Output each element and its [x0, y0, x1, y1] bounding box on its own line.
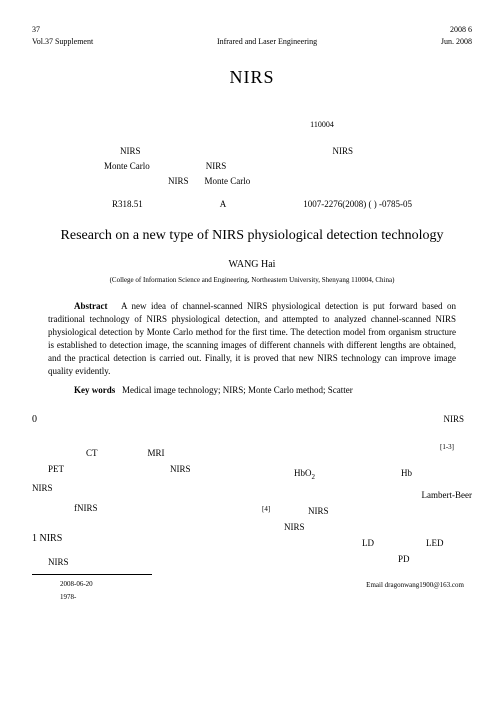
tok-pet: PET [48, 461, 64, 477]
tok-nirs-3: NIRS [48, 554, 69, 570]
journal-name: Infrared and Laser Engineering [93, 36, 441, 47]
keywords-row: Key words Medical image technology; NIRS… [48, 384, 456, 397]
abstract-english: Abstract A new idea of channel-scanned N… [48, 300, 456, 378]
class-code: R318.51 [112, 198, 143, 211]
keywords-text: Medical image technology; NIRS; Monte Ca… [122, 385, 353, 395]
tok-ct: CT [86, 445, 98, 461]
date-bottom: Jun. 2008 [441, 36, 472, 47]
tok-nirs-r1: NIRS [443, 411, 464, 427]
header-line-2: Vol.37 Supplement Infrared and Laser Eng… [32, 36, 472, 47]
tok-pd: PD [398, 551, 410, 567]
footer-email: Email dragonwang1900@163.com [262, 579, 472, 592]
cite-1-3: [1-3] [440, 441, 454, 454]
abs-ch-t2b: NIRS [206, 159, 227, 174]
keywords-label: Key words [74, 385, 115, 395]
tok-nirs-r3: NIRS [284, 519, 305, 535]
header-line-1: 37 2008 6 [32, 24, 472, 35]
section-0: 0 [32, 411, 242, 429]
cite-4: [4] [262, 503, 290, 519]
title-english: Research on a new type of NIRS physiolog… [32, 226, 472, 246]
abstract-label: Abstract [74, 301, 108, 311]
body-columns: 0 CT MRI PET NIRS NIRS fNIRS 1 NIRS NIRS [32, 411, 472, 604]
right-column: NIRS [1-3] HbO2 Hb Lambert-Beer [4] NIRS… [262, 411, 472, 604]
title-chinese: NIRS [32, 65, 472, 90]
tok-hb: Hb [401, 465, 412, 483]
abstract-chinese: NIRS NIRS Monte Carlo NIRS NIRS Monte Ca… [48, 144, 456, 190]
footer-date: 2008-06-20 [60, 578, 242, 591]
tok-led: LED [426, 535, 444, 551]
affil-chinese: 110004 [32, 119, 472, 130]
tok-hbo2: HbO2 [294, 465, 315, 483]
section-1: 1 NIRS [32, 530, 242, 548]
abstract-text: A new idea of channel-scanned NIRS physi… [48, 301, 456, 376]
article-id: 1007-2276(2008) ( ) -0785-05 [303, 198, 412, 211]
tok-nirs-2: NIRS [32, 480, 53, 496]
footer-rule [32, 574, 152, 575]
author-english: WANG Hai [32, 258, 472, 272]
tok-fnirs: fNIRS [74, 500, 98, 516]
tok-nirs-1: NIRS [170, 461, 191, 477]
tok-ld: LD [362, 535, 374, 551]
left-column: 0 CT MRI PET NIRS NIRS fNIRS 1 NIRS NIRS [32, 411, 242, 604]
footer-year: 1978- [60, 591, 242, 604]
date-top: 2008 6 [450, 24, 472, 35]
tok-lambert: Lambert-Beer [422, 487, 472, 503]
abs-ch-t3a: NIRS [168, 174, 189, 189]
tok-mri: MRI [148, 445, 165, 461]
abs-ch-t1b: NIRS [333, 144, 354, 159]
abs-ch-t1a: NIRS [120, 144, 141, 159]
vol-num: 37 [32, 24, 40, 35]
abs-ch-t3b: Monte Carlo [205, 174, 251, 189]
classification-row: R318.51 A 1007-2276(2008) ( ) -0785-05 [112, 198, 412, 211]
affil-english: (College of Information Science and Engi… [32, 276, 472, 286]
vol-label: Vol.37 Supplement [32, 36, 93, 47]
tok-nirs-r2: NIRS [308, 503, 329, 519]
doc-code: A [220, 198, 227, 211]
abs-ch-t2a: Monte Carlo [104, 159, 150, 174]
